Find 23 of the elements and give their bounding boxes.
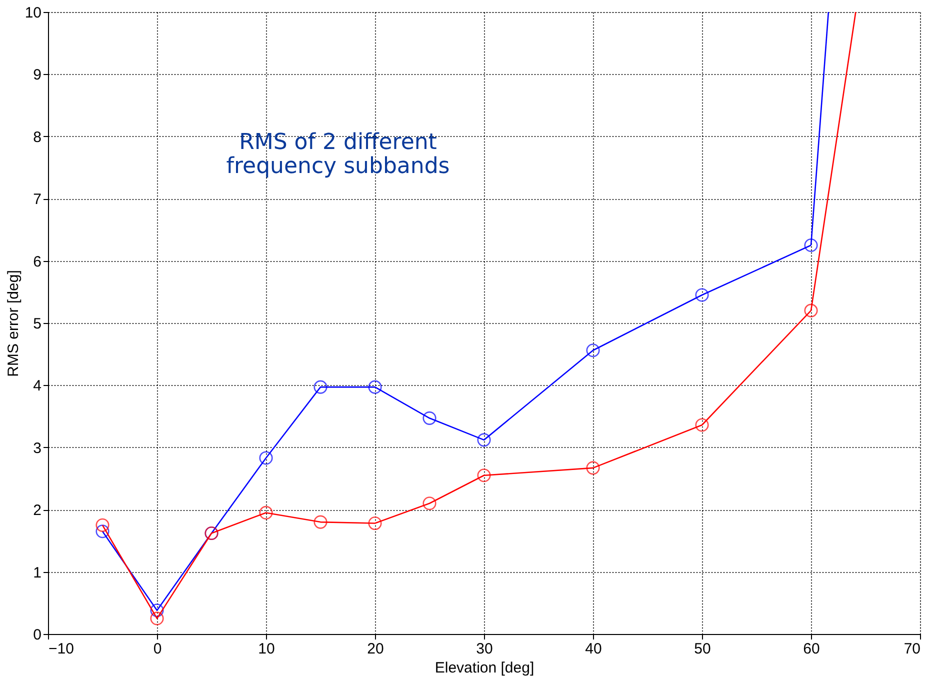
x-tick-label: 0	[153, 640, 162, 658]
y-tick-label: 9	[33, 66, 42, 84]
y-tick-label: 8	[33, 128, 42, 146]
x-tick-label: 60	[803, 640, 820, 658]
x-tick-label: 20	[367, 640, 384, 658]
x-tick-label: 10	[258, 640, 275, 658]
y-tick-label: 3	[33, 440, 42, 457]
x-axis-title: Elevation [deg]	[434, 660, 534, 676]
y-tick-label: 7	[33, 191, 42, 208]
y-axis-title: RMS error [deg]	[4, 270, 22, 377]
annotation: RMS of 2 different frequency subbands	[226, 130, 450, 179]
x-tick-label: 30	[476, 640, 493, 658]
y-tick-label: 5	[33, 316, 42, 332]
y-tick-label: 0	[33, 626, 42, 644]
x-tick-label: −10	[48, 640, 74, 658]
y-tick-label: 1	[33, 564, 42, 582]
x-tick-label: 50	[694, 640, 711, 658]
y-tick-label: 2	[33, 502, 42, 520]
y-tick-label: 10	[24, 4, 42, 22]
y-tick-label: 4	[33, 378, 42, 395]
x-tick-label: 70	[904, 640, 920, 658]
x-tick-label: 40	[585, 640, 602, 658]
y-tick-label: 6	[33, 253, 42, 270]
